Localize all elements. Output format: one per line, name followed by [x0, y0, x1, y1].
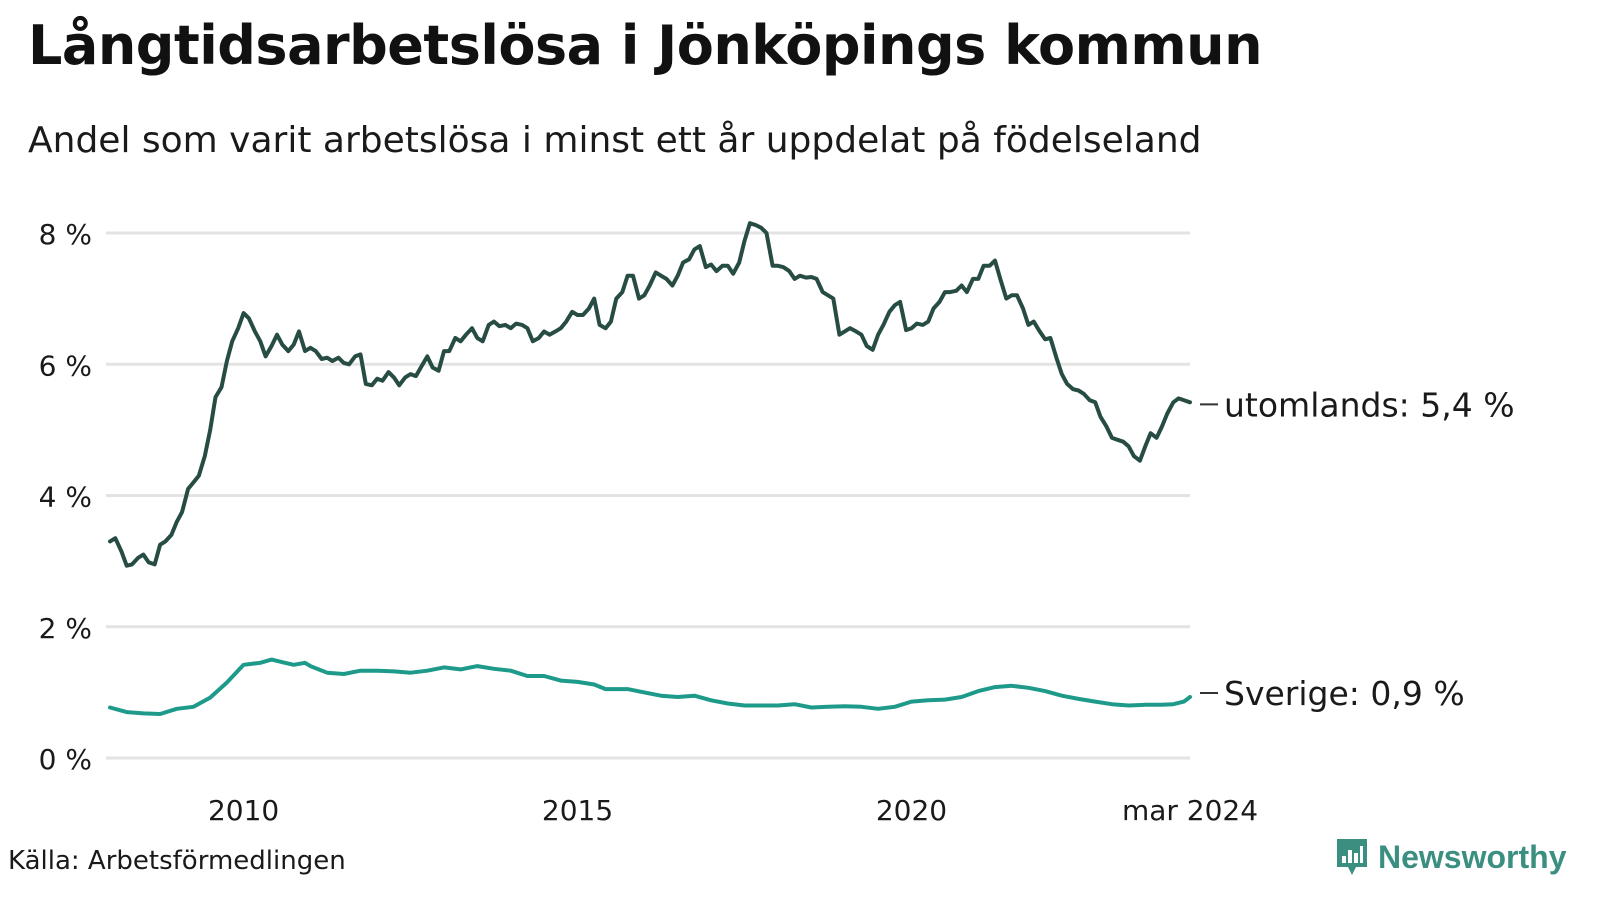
series-lines	[108, 221, 1192, 716]
end-label-sverige: Sverige: 0,9 %	[1224, 674, 1465, 713]
y-tick-label: 8 %	[39, 218, 92, 251]
x-tick-label: 2020	[876, 794, 947, 827]
end-label-utomlands: utomlands: 5,4 %	[1224, 385, 1515, 424]
x-tick-label: 2015	[542, 794, 613, 827]
source-note: Källa: Arbetsförmedlingen	[8, 846, 346, 876]
x-axis-ticks: 2010 2015 2020 mar 2024	[208, 794, 1258, 827]
x-tick-label: 2010	[208, 794, 279, 827]
y-tick-label: 6 %	[39, 349, 92, 382]
x-tick-label: mar 2024	[1122, 794, 1258, 827]
series-line-utomlands	[108, 221, 1192, 568]
chart-subtitle: Andel som varit arbetslösa i minst ett å…	[28, 120, 1202, 161]
brand-name: Newsworthy	[1378, 838, 1567, 875]
chart-title: Långtidsarbetslösa i Jönköpings kommun	[28, 14, 1263, 77]
newsworthy-logo-icon	[1337, 839, 1367, 875]
series-line-sverige	[108, 657, 1192, 716]
end-labels: utomlands: 5,4 % Sverige: 0,9 %	[1200, 385, 1515, 713]
gridlines	[106, 231, 1190, 760]
y-tick-label: 2 %	[39, 612, 92, 645]
y-tick-label: 4 %	[39, 481, 92, 514]
y-axis-ticks: 0 % 2 % 4 % 6 % 8 %	[39, 218, 92, 776]
brand-logo: Newsworthy	[1334, 836, 1566, 878]
y-tick-label: 0 %	[39, 743, 92, 776]
